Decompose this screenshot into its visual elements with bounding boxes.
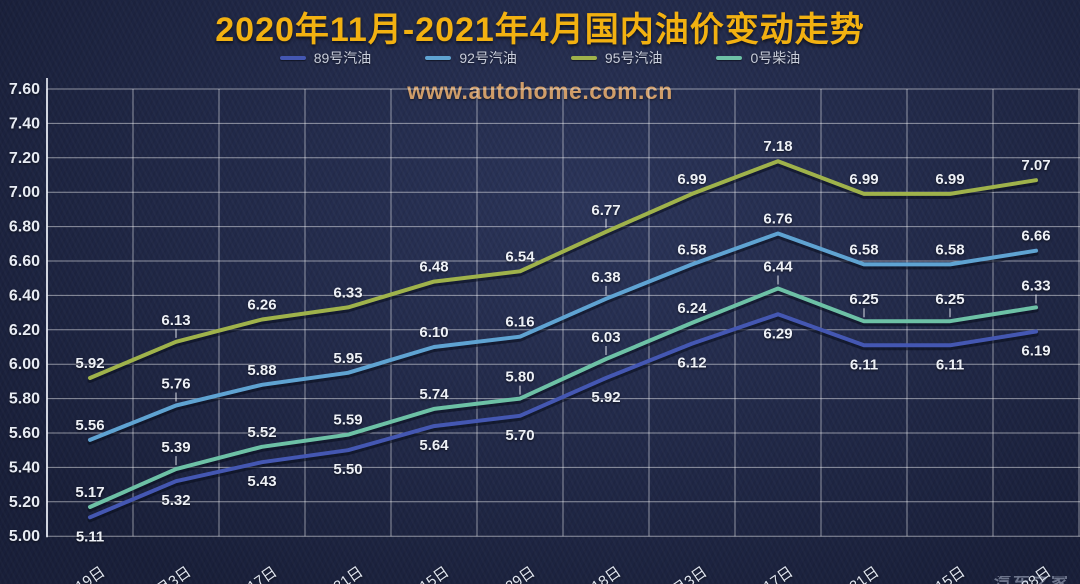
data-label: 6.66 bbox=[1021, 228, 1050, 245]
series-line-0 bbox=[88, 312, 1038, 520]
data-label: 6.26 bbox=[247, 296, 276, 313]
data-label: 7.07 bbox=[1021, 157, 1050, 174]
series-line-3 bbox=[88, 286, 1038, 509]
data-label: 6.99 bbox=[935, 171, 964, 188]
data-label: 5.70 bbox=[505, 427, 534, 444]
y-axis-label: 5.80 bbox=[9, 391, 40, 408]
y-axis-label: 5.40 bbox=[9, 459, 40, 476]
data-label: 6.58 bbox=[849, 241, 878, 258]
data-label: 5.64 bbox=[419, 437, 449, 454]
data-label: 6.77 bbox=[591, 202, 620, 219]
x-axis-label: 1月29日 bbox=[483, 563, 538, 584]
data-label: 5.59 bbox=[333, 412, 362, 429]
chart-title: 2020年11月-2021年4月国内油价变动走势 bbox=[215, 11, 865, 49]
data-label: 6.33 bbox=[333, 284, 362, 301]
legend-item-0[interactable]: 89号汽油 bbox=[279, 48, 372, 68]
x-axis-label: 11月19日 bbox=[48, 563, 109, 584]
data-label: 5.50 bbox=[333, 461, 362, 478]
series-shadow-3 bbox=[87, 288, 1039, 512]
y-axis-label: 7.40 bbox=[9, 115, 40, 132]
data-label: 6.33 bbox=[1021, 277, 1050, 294]
data-label: 6.58 bbox=[935, 241, 964, 258]
data-label: 5.92 bbox=[591, 389, 620, 406]
data-label: 6.24 bbox=[677, 300, 707, 317]
x-axis-label: 12月17日 bbox=[219, 563, 281, 584]
data-label: 5.92 bbox=[75, 355, 104, 372]
y-axis-label: 7.60 bbox=[9, 81, 40, 98]
data-label: 6.44 bbox=[763, 259, 793, 276]
series-line-1 bbox=[88, 231, 1038, 442]
legend-label: 95号汽油 bbox=[604, 50, 663, 66]
data-label: 5.88 bbox=[247, 362, 276, 379]
data-label: 6.03 bbox=[591, 329, 620, 346]
x-axis-label: 3月31日 bbox=[827, 563, 882, 584]
data-label: 5.52 bbox=[247, 424, 276, 441]
data-label: 6.48 bbox=[419, 259, 448, 276]
legend-label: 92号汽油 bbox=[459, 50, 517, 66]
y-axis-label: 6.40 bbox=[9, 287, 40, 304]
corner-watermark: 汽车之家 bbox=[994, 576, 1070, 584]
y-axis-label: 6.20 bbox=[9, 322, 40, 339]
data-label: 6.10 bbox=[419, 324, 448, 341]
data-label: 6.25 bbox=[849, 291, 878, 308]
data-label: 5.80 bbox=[505, 369, 534, 386]
data-label: 6.11 bbox=[936, 356, 964, 373]
legend-item-3[interactable]: 0号柴油 bbox=[716, 48, 800, 68]
data-label: 5.17 bbox=[75, 484, 104, 501]
y-axis-label: 5.60 bbox=[9, 425, 40, 442]
y-axis-label: 6.60 bbox=[9, 253, 40, 270]
legend-label: 89号汽油 bbox=[313, 50, 372, 66]
y-axis-label: 6.80 bbox=[9, 219, 40, 236]
data-label: 6.99 bbox=[677, 171, 706, 188]
legend-item-1[interactable]: 92号汽油 bbox=[425, 48, 517, 68]
data-label: 6.76 bbox=[763, 210, 792, 227]
data-label: 5.32 bbox=[161, 492, 190, 509]
data-label: 6.11 bbox=[850, 356, 878, 373]
data-label: 7.18 bbox=[763, 138, 792, 155]
watermark-url: www.autohome.com.cn bbox=[407, 78, 673, 104]
data-label: 6.54 bbox=[505, 248, 535, 265]
data-label: 5.56 bbox=[75, 417, 104, 434]
legend-item-2[interactable]: 95号汽油 bbox=[570, 48, 663, 68]
data-label: 5.11 bbox=[76, 528, 104, 545]
data-label: 5.95 bbox=[333, 350, 362, 367]
x-axis-label: 1月15日 bbox=[397, 563, 452, 584]
x-axis-label: 12月3日 bbox=[139, 563, 194, 584]
data-label: 6.16 bbox=[505, 314, 534, 331]
data-label: 6.38 bbox=[591, 269, 620, 286]
legend-swatch-icon bbox=[716, 56, 743, 60]
data-label: 6.29 bbox=[763, 325, 792, 342]
series-line-2 bbox=[88, 159, 1038, 380]
y-axis-label: 5.20 bbox=[9, 494, 40, 511]
data-label: 6.99 bbox=[849, 171, 878, 188]
legend-swatch-icon bbox=[570, 56, 597, 60]
chart-legend: 89号汽油 92号汽油 95号汽油 0号柴油 bbox=[0, 48, 1080, 68]
data-label: 5.39 bbox=[161, 439, 190, 456]
data-label: 5.74 bbox=[419, 386, 449, 403]
y-axis-label: 6.00 bbox=[9, 356, 40, 373]
legend-swatch-icon bbox=[279, 56, 306, 60]
x-axis-label: 2月18日 bbox=[569, 563, 624, 584]
legend-swatch-icon bbox=[425, 56, 452, 60]
data-label: 6.13 bbox=[161, 312, 190, 329]
y-axis-label: 7.20 bbox=[9, 150, 40, 167]
legend-label: 0号柴油 bbox=[750, 50, 801, 66]
x-axis-label: 3月17日 bbox=[741, 563, 796, 584]
y-axis-label: 7.00 bbox=[9, 184, 40, 201]
data-label: 5.76 bbox=[161, 375, 190, 392]
data-label: 6.12 bbox=[677, 355, 706, 372]
data-label: 5.43 bbox=[247, 473, 276, 490]
data-label: 6.19 bbox=[1021, 343, 1050, 360]
x-axis-label: 4月15日 bbox=[913, 563, 968, 584]
series-shadow-0 bbox=[87, 314, 1039, 523]
series-shadow-2 bbox=[87, 161, 1039, 383]
data-label: 6.58 bbox=[677, 241, 706, 258]
series-shadow-1 bbox=[87, 233, 1039, 445]
x-axis-label: 12月31日 bbox=[305, 563, 367, 584]
x-axis-label: 3月3日 bbox=[662, 563, 710, 584]
y-axis-label: 5.00 bbox=[9, 528, 40, 545]
data-label: 6.25 bbox=[935, 291, 964, 308]
